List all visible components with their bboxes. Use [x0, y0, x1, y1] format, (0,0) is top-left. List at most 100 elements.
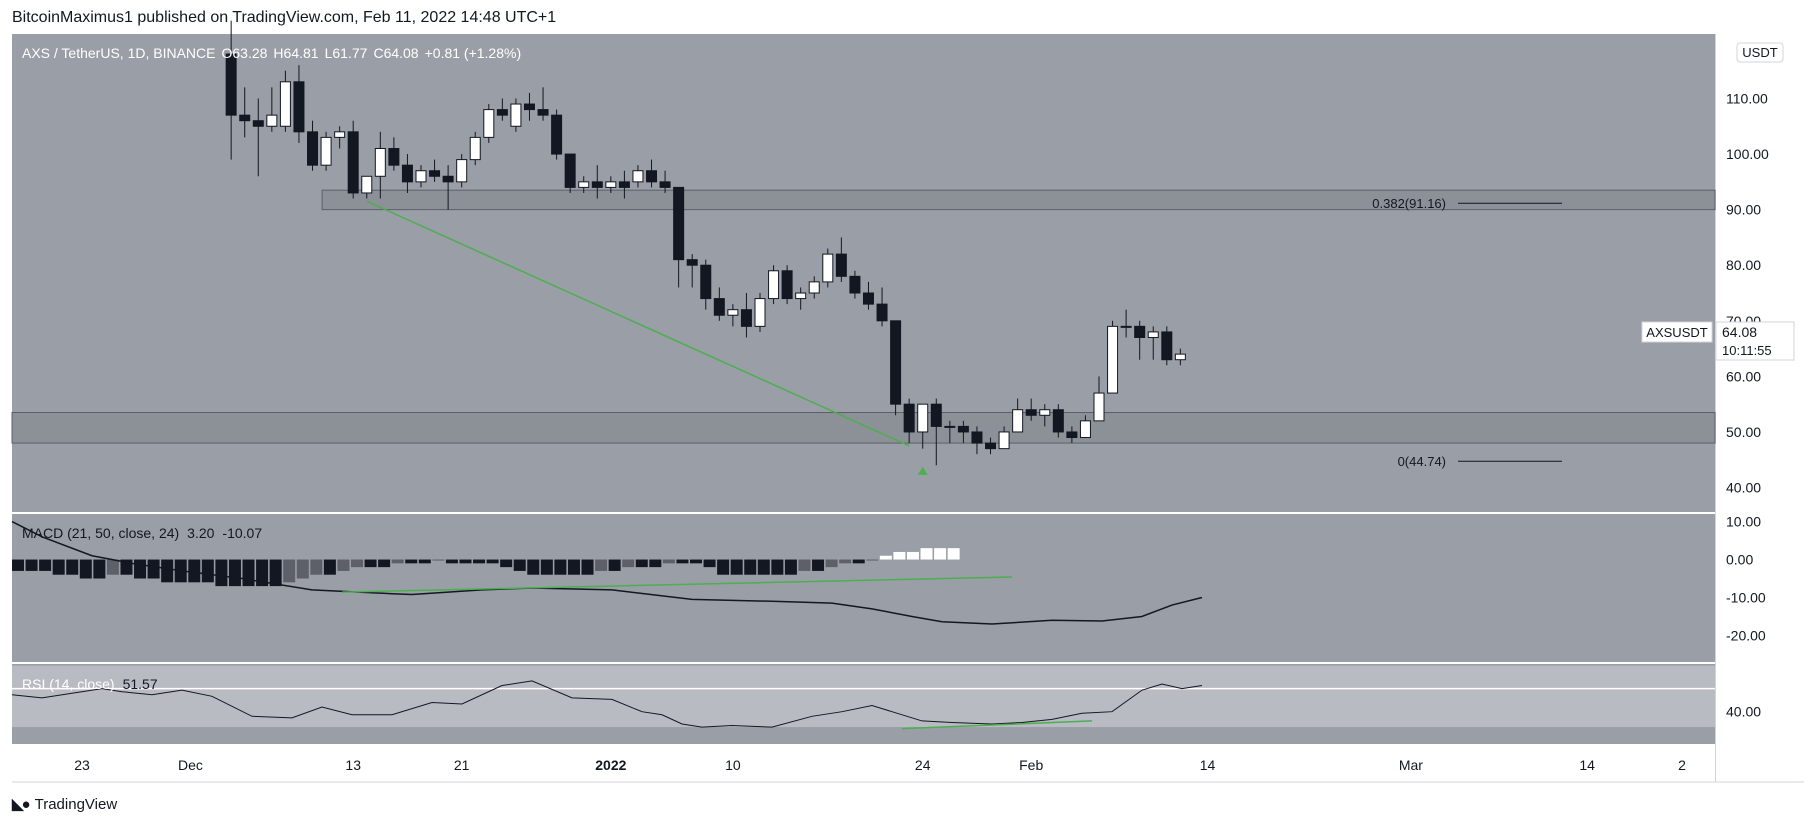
macd-histogram-bar [595, 559, 608, 571]
time-tick-label: 2022 [595, 757, 626, 773]
rsi-band [12, 665, 1715, 728]
candle-body [1039, 409, 1051, 416]
macd-histogram-bar [364, 559, 377, 568]
candle-body [456, 159, 468, 183]
macd-histogram-bar [581, 559, 594, 575]
time-tick-label: 14 [1200, 757, 1216, 773]
time-tick-label: 14 [1579, 757, 1595, 773]
time-tick-label: 10 [725, 757, 741, 773]
time-tick-label: 13 [345, 757, 361, 773]
time-tick-label: 24 [915, 757, 931, 773]
time-tick-label: 2 [1678, 757, 1686, 773]
fib-level-label: 0.382(91.16) [1372, 196, 1446, 211]
macd-tick-label: 10.00 [1726, 514, 1761, 530]
macd-histogram-bar [906, 551, 919, 560]
tradingview-logo-icon: ◣● [12, 796, 31, 813]
time-axis-ticks: 23 Dec 13 21 2022 10 24 Feb 14 Mar 14 2 [74, 757, 1686, 773]
candle-body [442, 175, 454, 183]
candle-body [1093, 392, 1105, 422]
macd-histogram-bar [839, 559, 852, 564]
macd-layer: 10.00 0.00 -10.00 -20.00 [11, 514, 1766, 643]
macd-histogram-bar [296, 559, 309, 579]
macd-histogram-bar [635, 559, 648, 568]
macd-histogram-bar [459, 559, 472, 564]
candle-body [225, 53, 237, 116]
macd-histogram-bar [934, 548, 947, 560]
rsi-line [11, 680, 1203, 728]
footer-brand[interactable]: ◣● TradingView [12, 795, 117, 814]
symbol-label-box [1641, 321, 1713, 343]
candle-body [808, 281, 820, 294]
macd-histogram-bar [649, 559, 662, 568]
macd-histogram-bar [106, 559, 119, 575]
macd-histogram-bar [228, 559, 241, 587]
candle-body [293, 81, 305, 133]
macd-histogram-bar [79, 559, 92, 579]
macd-histogram-bar [161, 559, 174, 583]
candle-body [429, 170, 441, 177]
candle-body [646, 170, 658, 183]
candle-body [849, 275, 861, 294]
macd-histogram-bar [690, 559, 702, 564]
macd-histogram-bar [703, 559, 716, 568]
candle-body [496, 109, 508, 116]
support-resistance-zones [11, 189, 1716, 444]
macd-histogram-bar [201, 559, 214, 583]
candle-body [1147, 331, 1159, 338]
candle-body [903, 403, 915, 433]
macd-histogram-bar [391, 559, 404, 564]
macd-histogram-bar [269, 559, 282, 587]
candle-body [347, 131, 359, 194]
candle-body [835, 253, 847, 277]
currency-badge[interactable] [1736, 42, 1784, 63]
candle-body [768, 270, 780, 300]
macd-pane[interactable] [12, 514, 1715, 662]
symbol-label: AXSUSDT [1646, 325, 1707, 340]
macd-histogram-bar [147, 559, 160, 579]
candle-body [822, 253, 834, 283]
price-tick-label: 110.00 [1726, 90, 1768, 106]
price-axis[interactable] [1716, 34, 1804, 782]
macd-histogram-bar [662, 559, 675, 564]
macd-histogram-bar [283, 559, 296, 583]
macd-tick-label: -10.00 [1726, 589, 1766, 605]
candle-body [1079, 420, 1091, 439]
time-tick-label: Dec [178, 757, 203, 773]
macd-histogram-bar [676, 559, 689, 564]
candle-body [239, 114, 251, 122]
macd-histogram-bar [12, 559, 24, 571]
candle-body [1012, 409, 1024, 433]
price-axis-ticks: 110.00100.0090.0080.0070.0060.0050.0040.… [1726, 90, 1769, 495]
candle-body [713, 298, 725, 316]
candle-body [388, 147, 400, 166]
macd-histogram-bar [527, 559, 540, 575]
macd-histogram-bar [567, 559, 580, 575]
macd-histogram-bar [351, 559, 363, 568]
macd-divergence-line [341, 576, 1013, 593]
zone-0 [321, 189, 1716, 211]
published-caption: BitcoinMaximus1 published on TradingView… [12, 9, 557, 26]
candle-body [591, 181, 603, 188]
candle-body [252, 120, 264, 127]
price-trendline [366, 200, 910, 447]
candle-body [361, 175, 373, 194]
candle-body [1161, 331, 1173, 361]
macd-histogram-bar [52, 559, 65, 575]
macd-histogram-bar [852, 559, 865, 564]
candle-body [564, 153, 576, 188]
macd-histogram-bar [378, 559, 391, 568]
signal-marker-icon [917, 466, 928, 475]
macd-tick-label: -20.00 [1726, 627, 1766, 643]
candle-body [659, 181, 671, 188]
macd-histogram-bar [405, 559, 418, 564]
candle-body [523, 103, 535, 111]
macd-histogram-bar [134, 559, 147, 579]
macd-histogram-bar [540, 559, 553, 575]
candle-body [917, 403, 929, 433]
fib-level-label: 0(44.74) [1398, 454, 1446, 469]
candle-body [483, 109, 495, 138]
time-axis[interactable] [12, 746, 1715, 782]
macd-histogram-bar [744, 559, 757, 575]
time-tick-label: Mar [1399, 757, 1423, 773]
